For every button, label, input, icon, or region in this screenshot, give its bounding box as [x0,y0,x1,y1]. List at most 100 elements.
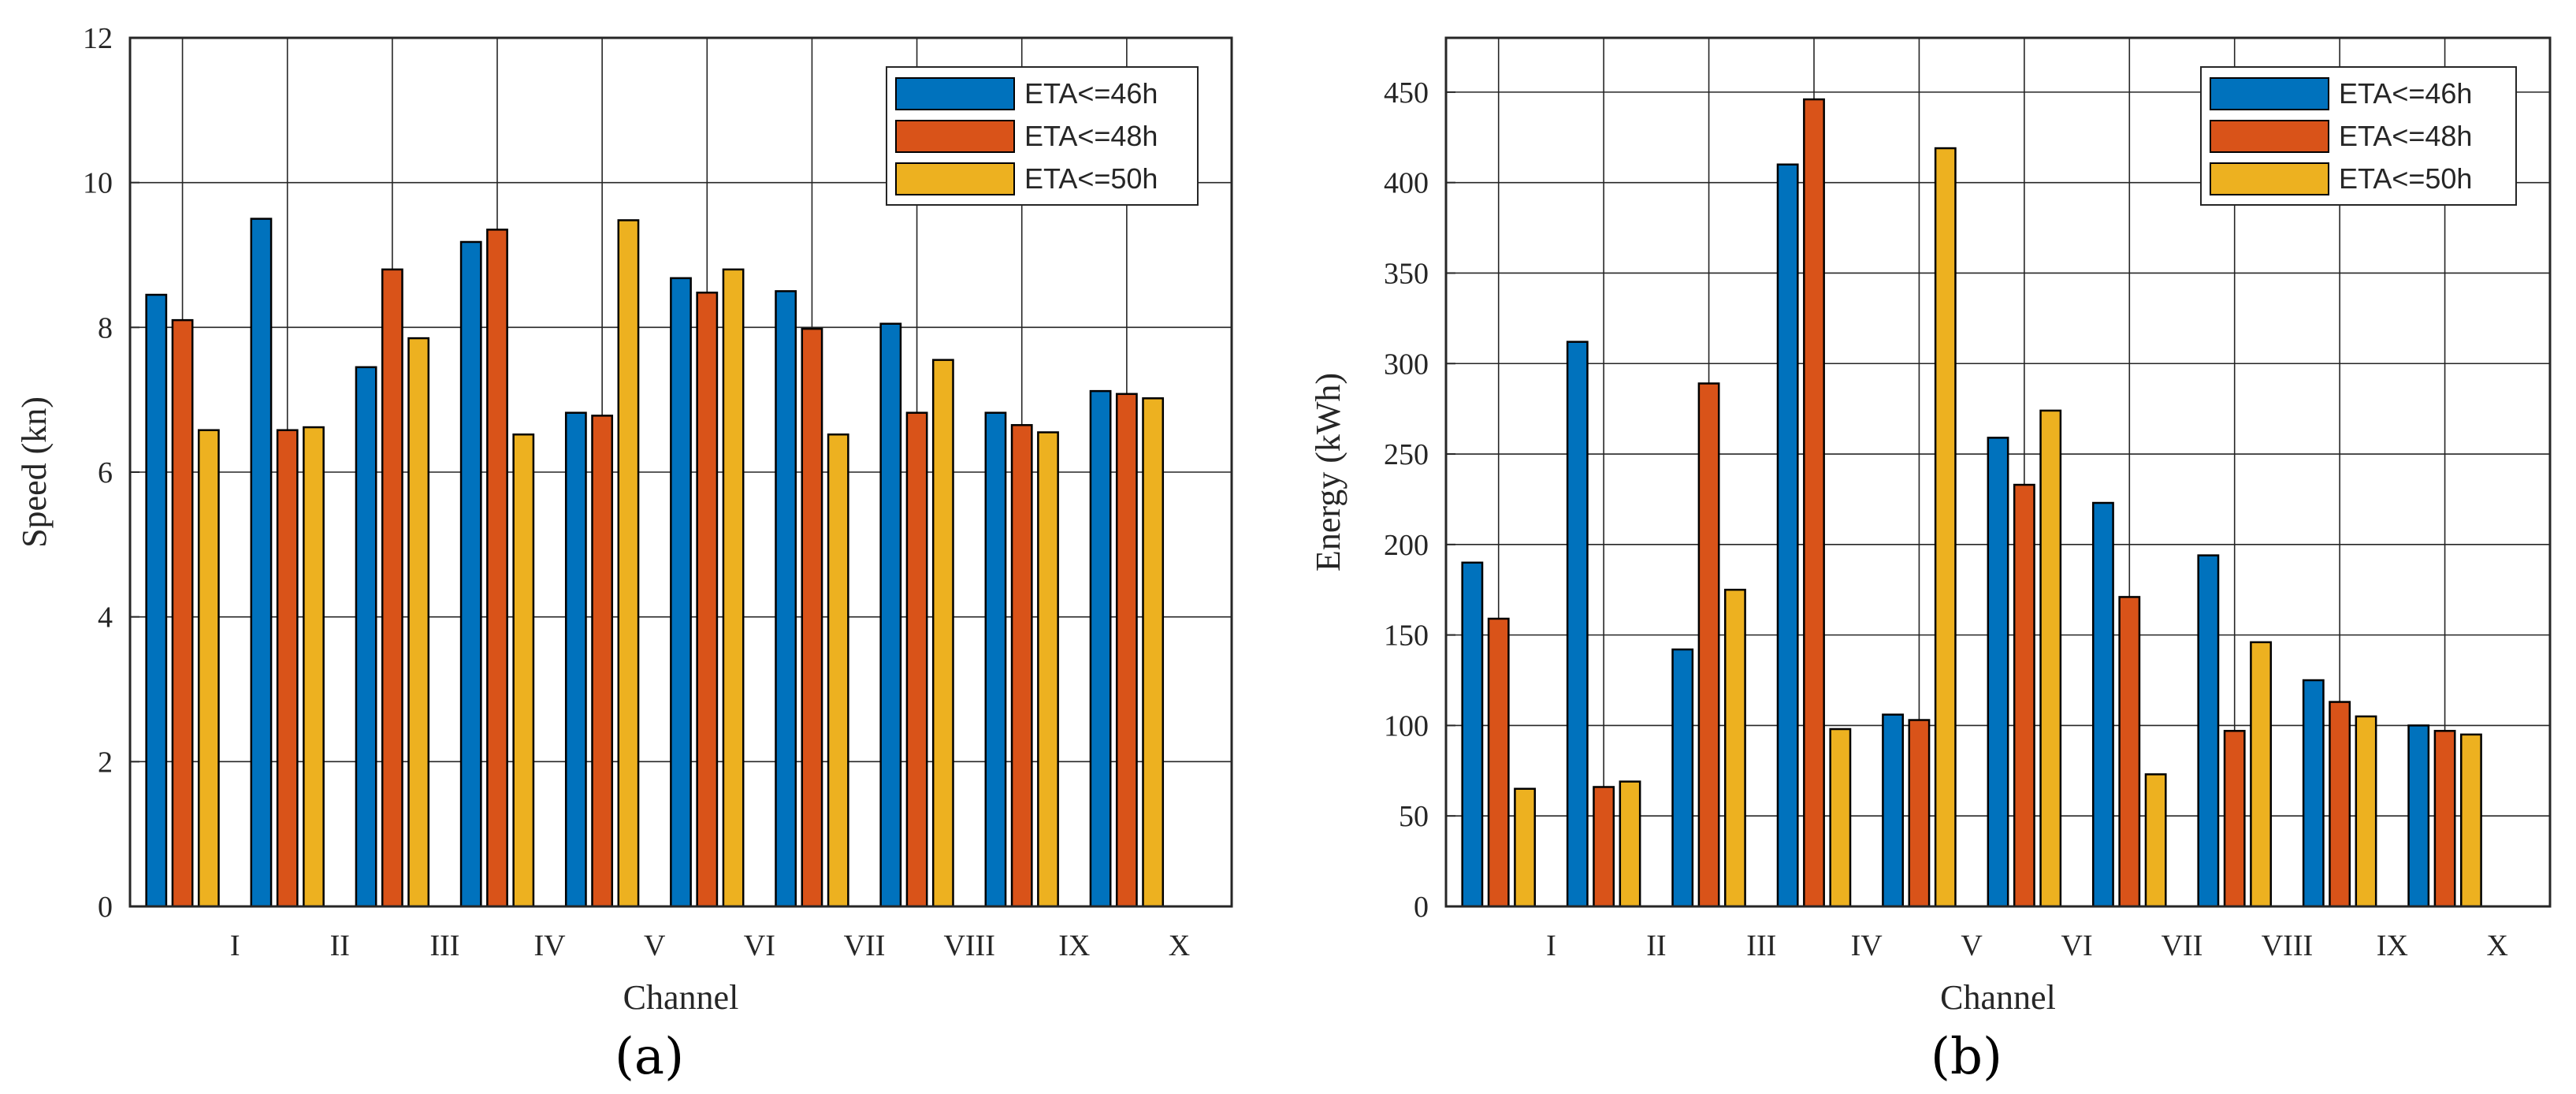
x-tick-label: VIII [2262,929,2313,962]
x-tick-label: III [1746,929,1776,962]
x-tick-label: V [1961,929,1983,962]
legend-swatch-ETA<=46h [2210,77,2329,110]
bar-ETA<=50h-X [1142,397,1165,908]
bar-ETA<=48h-VII [801,327,823,908]
y-tick-label: 10 [83,167,113,200]
bar-ETA<=50h-V [1934,147,1957,908]
bar-ETA<=48h-IV [486,229,508,908]
bar-ETA<=48h-I [171,318,194,908]
bar-ETA<=50h-VIII [931,359,954,908]
y-tick-label: 0 [98,891,113,924]
bar-ETA<=48h-I [1487,617,1510,908]
legend-swatch-ETA<=48h [2210,120,2329,153]
x-tick-label: III [429,929,459,962]
legend-label: ETA<=46h [2339,77,2472,110]
bar-ETA<=46h-III [1671,648,1694,908]
bar-ETA<=50h-VII [827,433,849,908]
y-tick-label: 0 [1414,891,1429,924]
bar-ETA<=48h-III [381,268,403,908]
x-tick-label: X [2487,929,2508,962]
bar-ETA<=50h-I [197,429,220,908]
legend-swatch-ETA<=50h [895,162,1015,195]
legend: ETA<=46h ETA<=48h ETA<=50h [886,66,1199,206]
y-tick-label: 200 [1384,529,1429,562]
bar-ETA<=46h-V [564,411,587,908]
bar-ETA<=48h-X [1115,393,1138,908]
bar-ETA<=46h-VI [1987,437,2009,908]
legend-swatch-ETA<=50h [2210,162,2329,195]
y-tick-label: 350 [1384,257,1429,290]
legend: ETA<=46h ETA<=48h ETA<=50h [2200,66,2517,206]
bar-ETA<=50h-III [407,337,430,908]
bar-ETA<=46h-IV [1776,163,1799,908]
y-tick-label: 450 [1384,76,1429,110]
legend-label: ETA<=48h [2339,120,2472,152]
y-tick-label: 250 [1384,438,1429,471]
bar-ETA<=46h-II [250,218,273,908]
x-tick-label: VI [744,929,775,962]
bar-ETA<=46h-I [1461,561,1484,908]
y-tick-label: 400 [1384,167,1429,200]
bar-ETA<=46h-IV [459,240,482,908]
x-tick-label: II [1646,929,1666,962]
x-tick-label: VIII [943,929,994,962]
x-tick-label: I [230,929,240,962]
y-tick-label: 8 [98,311,113,344]
x-tick-label: X [1169,929,1190,962]
x-tick-label: II [330,929,350,962]
bar-ETA<=50h-VII [2144,773,2167,908]
plot-frame [1444,36,2552,908]
panel-label: (a) [615,1028,684,1086]
bar-ETA<=46h-X [2407,724,2430,908]
bar-ETA<=46h-VII [775,290,797,908]
bar-ETA<=48h-II [276,429,299,908]
bar-ETA<=48h-VIII [905,411,928,908]
bar-ETA<=48h-X [2433,730,2456,908]
bar-ETA<=46h-VII [2092,501,2114,908]
bar-ETA<=48h-V [1908,719,1931,908]
bar-ETA<=50h-V [617,219,640,908]
bar-ETA<=46h-I [145,293,168,908]
bar-ETA<=48h-II [1593,786,1615,908]
bar-ETA<=48h-III [1697,382,1720,908]
legend-swatch-ETA<=46h [895,77,1015,110]
legend-label: ETA<=50h [2339,162,2472,195]
y-tick-label: 12 [83,22,113,55]
bar-ETA<=46h-VIII [879,322,902,908]
bar-ETA<=46h-IX [2302,679,2325,908]
bar-ETA<=46h-II [1566,340,1589,908]
bar-ETA<=48h-IX [2329,701,2351,908]
bar-ETA<=48h-VI [2013,483,2035,908]
legend-swatch-ETA<=48h [895,120,1015,153]
bar-ETA<=50h-X [2460,733,2482,908]
bar-ETA<=50h-IX [1037,431,1059,908]
legend-label: ETA<=46h [1024,77,1158,110]
y-tick-label: 150 [1384,620,1429,653]
x-tick-label: V [644,929,666,962]
y-axis-label: Energy (kWh) [1309,373,1347,571]
x-tick-label: VI [2061,929,2093,962]
y-tick-label: 6 [98,456,113,489]
x-axis-label: Channel [623,978,739,1017]
panel-label: (b) [1931,1028,2002,1086]
x-tick-label: IX [1058,929,1090,962]
x-tick-label: IX [2377,929,2408,962]
bar-ETA<=46h-X [1089,389,1112,908]
bar-ETA<=48h-VII [2118,596,2141,908]
legend-label: ETA<=48h [1024,120,1158,152]
bar-ETA<=50h-VIII [2250,641,2272,908]
bar-ETA<=50h-IV [512,433,535,908]
bar-ETA<=48h-VI [696,292,719,908]
bar-ETA<=48h-IX [1010,424,1033,908]
bar-ETA<=50h-II [303,426,325,908]
bar-ETA<=50h-VI [2039,409,2062,908]
x-tick-label: IV [534,929,567,962]
y-tick-label: 300 [1384,348,1429,381]
bar-ETA<=48h-V [591,415,614,908]
x-tick-label: VII [844,929,886,962]
legend-label: ETA<=50h [1024,162,1158,195]
x-tick-label: IV [1851,929,1883,962]
